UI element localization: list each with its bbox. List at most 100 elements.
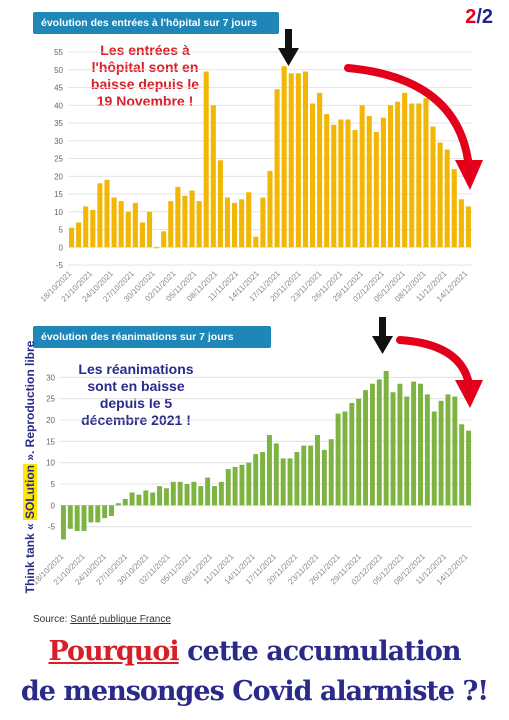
chart2-bar xyxy=(163,488,169,506)
chart2-bar xyxy=(397,383,403,506)
side-credit-text: Think tank « xyxy=(23,520,37,594)
chart1-bar xyxy=(146,211,153,248)
chart2-bar xyxy=(170,481,176,506)
chart1-bar xyxy=(451,169,457,248)
page-separator: / xyxy=(476,6,482,28)
chart1-bar xyxy=(288,73,294,248)
chart1-bar xyxy=(267,170,273,248)
chart2-bar xyxy=(349,402,355,506)
chart2-bar xyxy=(356,398,362,506)
chart1-bar xyxy=(154,247,160,249)
source-link[interactable]: Santé publique France xyxy=(70,614,171,625)
chart1-title: évolution des entrées à l'hôpital sur 7 … xyxy=(33,12,279,34)
chart1-ytick-label: 30 xyxy=(54,137,63,146)
chart2-bar xyxy=(232,466,238,506)
headline-text: cette accumulation xyxy=(178,636,461,667)
chart2-bar xyxy=(418,383,423,506)
chart2-ytick-label: 25 xyxy=(46,395,55,404)
chart1-bar xyxy=(253,236,259,248)
chart2-bar xyxy=(363,390,369,506)
bottom-headline-2: de mensonges Covid alarmiste ?! xyxy=(20,676,489,707)
chart1-bar xyxy=(168,201,174,248)
chart1-bar xyxy=(260,197,266,248)
chart2-bar xyxy=(177,481,183,506)
chart2-bar xyxy=(150,492,156,506)
chart1-annotation-line: baisse depuis le xyxy=(90,76,200,92)
chart2-bar xyxy=(445,394,451,506)
curved-arrow-head xyxy=(455,160,483,190)
chart2-bar xyxy=(260,452,266,506)
chart1-bar xyxy=(380,117,386,248)
chart2-bar xyxy=(376,379,382,506)
chart1-bar xyxy=(402,92,408,248)
chart2-annotation-line: Les réanimations xyxy=(78,361,194,377)
chart1-ytick-label: 25 xyxy=(54,155,63,164)
chart2-bar xyxy=(452,396,458,506)
chart2-bar xyxy=(67,505,73,529)
chart1-bar xyxy=(274,89,280,248)
chart2-bar xyxy=(60,505,66,540)
source-line: Source: Santé publique France xyxy=(33,614,171,625)
chart1-bar xyxy=(430,126,436,248)
chart2-bar xyxy=(136,494,142,506)
chart2-bar xyxy=(157,486,163,506)
chart1-bar xyxy=(97,183,103,248)
chart2-bar xyxy=(342,411,348,506)
chart2-bar xyxy=(102,505,108,519)
bottom-headline-1: Pourquoi cette accumulation xyxy=(0,636,509,667)
chart2-bar xyxy=(404,396,410,506)
chart2-ytick-label: 0 xyxy=(51,501,56,510)
page-current: 2 xyxy=(465,6,477,28)
chart1-ytick-label: 5 xyxy=(59,226,64,235)
chart1-ytick-label: 35 xyxy=(54,119,63,128)
chart1-bar xyxy=(352,130,358,248)
chart1-bar xyxy=(331,124,337,248)
chart1-ytick-label: 45 xyxy=(54,84,63,93)
chart2-bar xyxy=(466,430,472,506)
chart1-bar xyxy=(444,149,450,248)
chart2-bar xyxy=(321,449,327,506)
chart2-bar xyxy=(88,505,94,523)
chart2-bar xyxy=(191,481,197,506)
chart1-bar xyxy=(161,231,167,248)
chart1-bar xyxy=(338,119,344,248)
chart2-bar xyxy=(273,443,279,506)
chart1-bar xyxy=(196,201,202,248)
chart2-title: évolution des réanimations sur 7 jours xyxy=(33,326,271,348)
chart2-bar xyxy=(74,505,80,531)
chart2-bar xyxy=(95,505,101,523)
chart1-bar xyxy=(125,211,131,248)
chart2-bar xyxy=(143,490,149,506)
chart2-bar xyxy=(308,445,314,506)
chart1-bar xyxy=(317,92,323,248)
chart2-bar xyxy=(246,462,252,506)
chart1-bar xyxy=(210,105,216,248)
chart1-bar xyxy=(295,73,301,248)
chart1-bar xyxy=(239,199,245,248)
chart2-bar xyxy=(294,452,300,506)
chart1-ytick-label: 50 xyxy=(54,66,63,75)
chart2-bar xyxy=(225,469,231,506)
chart1-bar xyxy=(366,115,372,248)
chart1-bar xyxy=(132,202,138,248)
chart2-bar xyxy=(212,486,217,506)
chart1-bar xyxy=(324,114,330,248)
chart2-bar xyxy=(315,434,320,506)
side-credit: Think tank « SOLution ». Reproduction li… xyxy=(23,297,37,637)
chart2-bar xyxy=(266,434,272,506)
chart2-ytick-label: 5 xyxy=(51,480,56,489)
chart2-bar xyxy=(253,454,259,506)
page-total: 2 xyxy=(481,6,493,28)
chart2-bar xyxy=(280,458,286,506)
headline-emphasis: Pourquoi xyxy=(48,636,179,667)
chart2-bar xyxy=(287,458,293,506)
chart2-ytick-label: 20 xyxy=(46,416,55,425)
chart1-bar xyxy=(76,222,82,248)
chart1-bar xyxy=(423,98,429,248)
chart1-ytick-label: 55 xyxy=(54,48,63,57)
chart1-bar xyxy=(182,195,188,248)
chart1-bar xyxy=(111,197,117,248)
chart2-bar xyxy=(81,505,87,531)
chart2-bar xyxy=(459,424,465,506)
